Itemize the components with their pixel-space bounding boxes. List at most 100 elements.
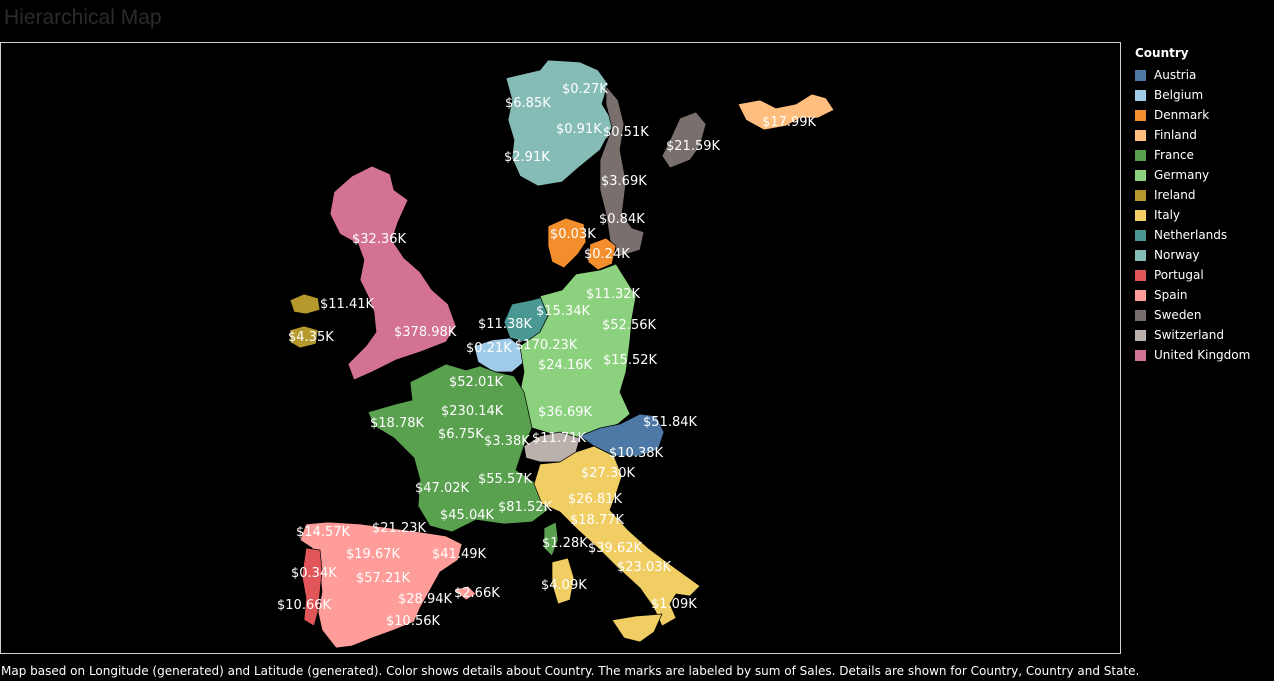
legend-swatch: [1135, 249, 1146, 261]
sales-label: $21.59K: [666, 139, 720, 154]
region-balearic[interactable]: [453, 585, 477, 601]
sales-label: $47.02K: [415, 481, 469, 496]
sales-label: $81.52K: [498, 500, 552, 515]
legend-item[interactable]: Spain: [1135, 285, 1250, 305]
legend-swatch: [1135, 329, 1146, 341]
region-portugal[interactable]: [301, 547, 323, 627]
sales-label: $27.30K: [581, 466, 635, 481]
sales-label: $23.03K: [617, 560, 671, 575]
legend-swatch: [1135, 349, 1146, 361]
sales-label: $15.34K: [536, 304, 590, 319]
legend-label: Switzerland: [1154, 328, 1224, 342]
legend-label: Sweden: [1154, 308, 1202, 322]
region-denmark-west[interactable]: [547, 217, 587, 269]
sales-label: $0.24K: [584, 247, 630, 262]
legend-swatch: [1135, 209, 1146, 221]
sales-label: $52.01K: [449, 375, 503, 390]
sales-label: $4.09K: [541, 578, 587, 593]
sales-label: $4.35K: [288, 330, 334, 345]
region-norway[interactable]: [505, 59, 615, 187]
region-ireland-north[interactable]: [289, 293, 321, 315]
region-united-kingdom[interactable]: [329, 165, 457, 381]
sales-label: $11.71K: [532, 431, 586, 446]
region-denmark-east[interactable]: [587, 237, 617, 271]
sales-label: $10.56K: [386, 614, 440, 629]
sales-label: $41.49K: [432, 547, 486, 562]
legend-label: Spain: [1154, 288, 1188, 302]
legend-swatch: [1135, 269, 1146, 281]
legend-item[interactable]: Portugal: [1135, 265, 1250, 285]
region-france[interactable]: [367, 363, 549, 533]
sales-label: $55.57K: [478, 472, 532, 487]
legend-item[interactable]: Switzerland: [1135, 325, 1250, 345]
legend-item[interactable]: Sweden: [1135, 305, 1250, 325]
region-sicily[interactable]: [611, 613, 663, 643]
country-regions: [289, 59, 835, 649]
region-sweden-north[interactable]: [599, 85, 645, 257]
legend-item[interactable]: Norway: [1135, 245, 1250, 265]
legend-item[interactable]: Belgium: [1135, 85, 1250, 105]
region-spain[interactable]: [299, 521, 463, 649]
sales-label: $0.27K: [562, 82, 608, 97]
sales-label: $378.98K: [394, 325, 457, 340]
region-ireland-south[interactable]: [289, 325, 319, 349]
map-canvas: $17.99K $0.27K $6.85K $0.91K $2.91K $0.51K $21…: [277, 59, 835, 649]
sales-label: $1.09K: [651, 597, 697, 612]
sales-label: $18.77K: [570, 513, 624, 528]
legend-item[interactable]: France: [1135, 145, 1250, 165]
sales-label: $11.38K: [478, 317, 532, 332]
sales-label: $0.21K: [466, 341, 512, 356]
legend-label: Portugal: [1154, 268, 1204, 282]
map-caption: Map based on Longitude (generated) and L…: [1, 664, 1140, 678]
region-germany[interactable]: [519, 263, 637, 439]
legend-item[interactable]: Netherlands: [1135, 225, 1250, 245]
region-sweden-east[interactable]: [661, 111, 707, 169]
sales-label: $36.69K: [538, 405, 592, 420]
sales-label: $18.78K: [370, 416, 424, 431]
sales-label: $24.16K: [538, 358, 592, 373]
legend-item[interactable]: Ireland: [1135, 185, 1250, 205]
legend-item[interactable]: Denmark: [1135, 105, 1250, 125]
sales-label: $3.69K: [601, 174, 647, 189]
legend-label: Belgium: [1154, 88, 1204, 102]
legend-item[interactable]: Italy: [1135, 205, 1250, 225]
legend-item[interactable]: United Kingdom: [1135, 345, 1250, 365]
legend-swatch: [1135, 69, 1146, 81]
legend-label: Netherlands: [1154, 228, 1228, 242]
sales-label: $0.51K: [603, 125, 649, 140]
legend-item[interactable]: Germany: [1135, 165, 1250, 185]
region-finland[interactable]: [737, 93, 835, 131]
sales-label: $10.38K: [609, 446, 663, 461]
legend-swatch: [1135, 189, 1146, 201]
legend-swatch: [1135, 149, 1146, 161]
sales-label: $0.91K: [556, 122, 602, 137]
sales-label: $51.84K: [643, 415, 697, 430]
map-viewport[interactable]: $17.99K $0.27K $6.85K $0.91K $2.91K $0.51K $21…: [0, 42, 1121, 654]
sales-label: $17.99K: [762, 115, 816, 130]
region-corsica[interactable]: [543, 521, 559, 557]
sales-label: $2.91K: [504, 150, 550, 165]
sales-label: $39.62K: [588, 541, 642, 556]
legend-label: Austria: [1154, 68, 1197, 82]
legend-item[interactable]: Austria: [1135, 65, 1250, 85]
region-italy[interactable]: [533, 445, 701, 627]
legend-label: France: [1154, 148, 1194, 162]
legend-label: Norway: [1154, 248, 1200, 262]
region-sardinia[interactable]: [551, 557, 575, 605]
sales-label: $6.75K: [438, 427, 484, 442]
sales-label: $14.57K: [296, 525, 350, 540]
legend-swatch: [1135, 289, 1146, 301]
legend-title: Country: [1135, 46, 1189, 60]
sales-label: $11.41K: [320, 297, 374, 312]
sales-label: $10.66K: [277, 598, 331, 613]
legend-item[interactable]: Finland: [1135, 125, 1250, 145]
legend-label: Ireland: [1154, 188, 1196, 202]
sales-label: $0.03K: [550, 227, 596, 242]
sales-label: $57.21K: [356, 571, 410, 586]
legend-label: Denmark: [1154, 108, 1210, 122]
legend-swatch: [1135, 229, 1146, 241]
sales-label: $21.23K: [372, 521, 426, 536]
sales-label: $19.67K: [346, 547, 400, 562]
legend-swatch: [1135, 109, 1146, 121]
sales-label: $6.85K: [505, 96, 551, 111]
